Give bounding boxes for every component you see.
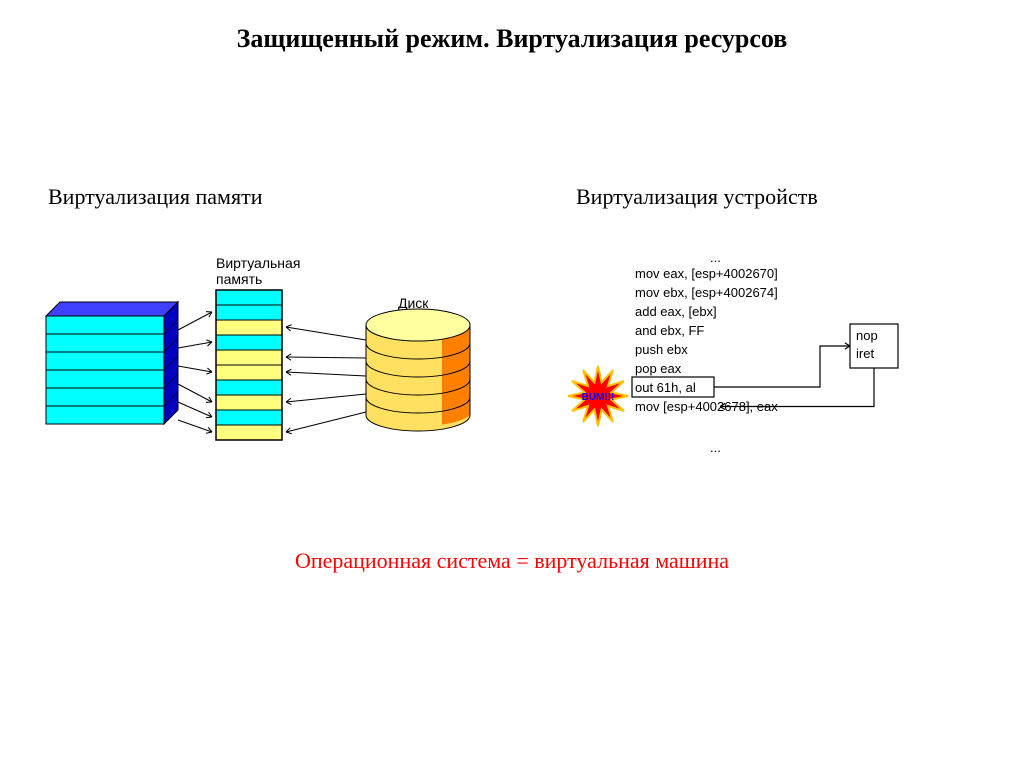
subtitle-right: Виртуализация устройств bbox=[576, 184, 818, 210]
code-line: mov ebx, [esp+4002674] bbox=[635, 285, 778, 300]
code-line: mov [esp+4002678], eax bbox=[635, 399, 778, 414]
svg-text:iret: iret bbox=[856, 346, 874, 361]
label-ram: ОЗУ bbox=[102, 300, 130, 316]
code-line: pop eax bbox=[635, 361, 681, 376]
code-line: and ebx, FF bbox=[635, 323, 704, 338]
slide-title: Защищенный режим. Виртуализация ресурсов bbox=[0, 24, 1024, 54]
ellipsis-bottom: ... bbox=[710, 440, 721, 455]
slide: Защищенный режим. Виртуализация ресурсов… bbox=[0, 0, 1024, 767]
code-line: out 61h, al bbox=[635, 380, 696, 395]
diagram-canvas: nop iret BUM!!! bbox=[0, 0, 1024, 767]
label-disk: Диск bbox=[398, 295, 428, 311]
svg-text:nop: nop bbox=[856, 328, 878, 343]
code-line: add eax, [ebx] bbox=[635, 304, 717, 319]
svg-text:BUM!!!: BUM!!! bbox=[582, 392, 615, 403]
footer-caption: Операционная система = виртуальная машин… bbox=[0, 548, 1024, 574]
ellipsis-top: ... bbox=[710, 250, 721, 265]
code-line: push ebx bbox=[635, 342, 688, 357]
code-line: mov eax, [esp+4002670] bbox=[635, 266, 778, 281]
subtitle-left: Виртуализация памяти bbox=[48, 184, 263, 210]
label-vmem: Виртуальная память bbox=[216, 255, 300, 287]
